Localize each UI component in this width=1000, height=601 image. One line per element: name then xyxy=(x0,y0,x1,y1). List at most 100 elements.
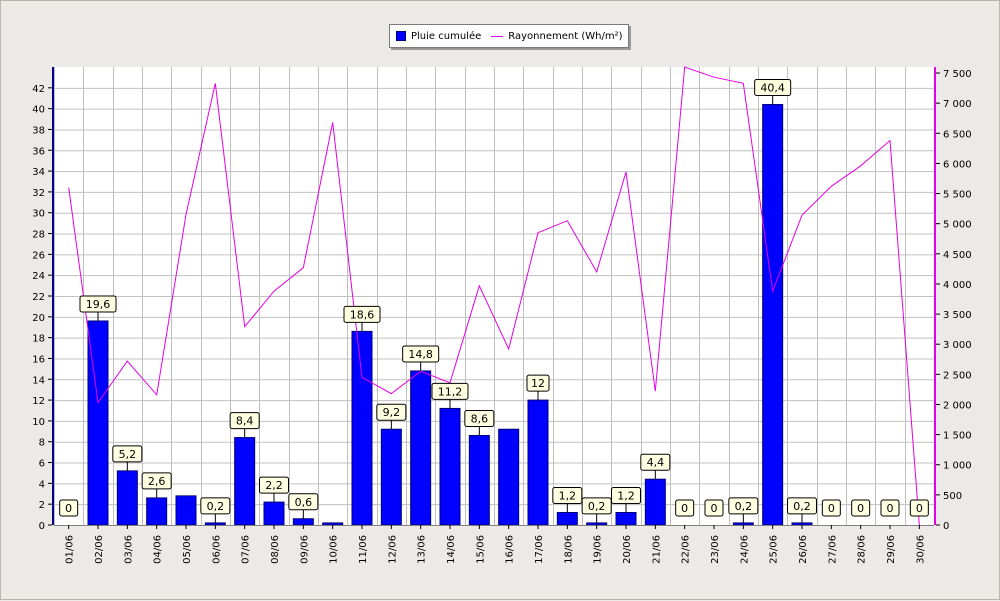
left-tick-label: 30 xyxy=(32,209,45,220)
data-label: 0 xyxy=(681,502,688,515)
x-tick-label: 13/06 xyxy=(417,535,428,564)
legend-item-rayonnement: Rayonnement (Wh/m²) xyxy=(491,31,622,42)
data-label: 0,2 xyxy=(735,500,753,513)
data-label: 11,2 xyxy=(438,385,463,398)
data-label: 0 xyxy=(828,502,835,515)
data-label: 2,2 xyxy=(265,479,283,492)
data-label: 0 xyxy=(887,502,894,515)
x-tick-label: 17/06 xyxy=(534,535,545,564)
x-tick-label: 18/06 xyxy=(563,535,574,564)
legend-swatch-line xyxy=(491,35,504,37)
bar xyxy=(175,495,197,526)
bar xyxy=(116,470,138,526)
x-tick-label: 15/06 xyxy=(475,535,486,564)
data-label-box xyxy=(79,295,117,313)
data-label: 0 xyxy=(916,502,923,515)
right-tick-label: 6 000 xyxy=(943,159,972,170)
left-tick-label: 20 xyxy=(32,313,45,324)
left-tick-label: 32 xyxy=(32,188,45,199)
legend-item-pluie: Pluie cumulée xyxy=(396,31,481,42)
data-label-box xyxy=(851,499,871,517)
bar xyxy=(146,497,168,526)
bar xyxy=(791,522,813,526)
bar xyxy=(762,103,784,526)
legend-swatch-bar xyxy=(396,31,406,41)
data-label: 12 xyxy=(531,377,545,390)
bar xyxy=(732,522,754,526)
left-tick-label: 42 xyxy=(32,84,45,95)
right-tick-label: 4 500 xyxy=(943,250,972,261)
bar xyxy=(468,434,490,526)
left-tick-label: 22 xyxy=(32,292,45,303)
x-tick-label: 10/06 xyxy=(329,535,340,564)
data-label-box xyxy=(611,487,641,505)
data-label-box xyxy=(141,472,172,490)
data-label-box xyxy=(402,345,440,363)
left-tick-label: 2 xyxy=(39,500,45,511)
data-label: 0 xyxy=(857,502,864,515)
data-label: 0,2 xyxy=(207,500,225,513)
x-tick-label: 24/06 xyxy=(739,535,750,564)
left-tick-label: 10 xyxy=(32,417,45,428)
data-label: 0,2 xyxy=(793,500,811,513)
right-tick-label: 1 500 xyxy=(943,431,972,442)
right-tick-label: 3 000 xyxy=(943,340,972,351)
bar xyxy=(410,370,432,526)
data-label-box xyxy=(675,499,695,517)
x-tick-label: 29/06 xyxy=(886,535,897,564)
legend-label-rayonnement: Rayonnement (Wh/m²) xyxy=(508,30,623,42)
left-tick-label: 4 xyxy=(39,479,45,490)
right-tick-label: 2 500 xyxy=(943,370,972,381)
legend: Pluie cumulée Rayonnement (Wh/m²) xyxy=(389,24,630,48)
data-label: 8,4 xyxy=(236,415,254,428)
right-tick-label: 7 500 xyxy=(943,69,972,80)
x-tick-label: 28/06 xyxy=(857,535,868,564)
right-tick-label: 3 500 xyxy=(943,310,972,321)
x-tick-label: 04/06 xyxy=(153,535,164,564)
data-label-box xyxy=(200,497,231,515)
data-label-box xyxy=(581,497,612,515)
data-label-box xyxy=(288,493,319,511)
bar xyxy=(204,522,226,526)
left-tick-label: 34 xyxy=(32,167,45,178)
data-label: 1,2 xyxy=(559,490,577,503)
left-tick-label: 16 xyxy=(32,354,45,365)
x-tick-label: 06/06 xyxy=(211,535,222,564)
right-tick-label: 2 000 xyxy=(943,400,972,411)
data-label-box xyxy=(909,499,929,517)
data-label-box xyxy=(821,499,841,517)
data-label: 0,6 xyxy=(295,496,313,509)
right-tick-label: 1 000 xyxy=(943,461,972,472)
right-tick-label: 7 000 xyxy=(943,99,972,110)
right-tick-label: 4 000 xyxy=(943,280,972,291)
data-label: 40,4 xyxy=(760,81,785,94)
data-label: 4,4 xyxy=(647,456,665,469)
data-label-box xyxy=(880,499,900,517)
x-tick-label: 23/06 xyxy=(710,535,721,564)
x-tick-label: 25/06 xyxy=(769,535,780,564)
data-label: 8,6 xyxy=(471,412,489,425)
bar xyxy=(556,512,578,526)
left-tick-label: 8 xyxy=(39,438,45,449)
data-label-box xyxy=(728,497,759,515)
x-tick-label: 27/06 xyxy=(827,535,838,564)
left-tick-label: 40 xyxy=(32,105,45,116)
data-label: 5,2 xyxy=(119,448,137,461)
bar xyxy=(527,399,549,526)
left-tick-label: 14 xyxy=(32,375,45,386)
data-label-box xyxy=(376,403,407,421)
x-tick-label: 11/06 xyxy=(358,535,369,564)
x-tick-label: 09/06 xyxy=(299,535,310,564)
left-tick-label: 0 xyxy=(39,521,45,532)
x-tick-label: 21/06 xyxy=(651,535,662,564)
bar xyxy=(292,518,314,526)
bar xyxy=(380,428,402,526)
rayonnement-line xyxy=(68,66,920,526)
right-tick-label: 5 000 xyxy=(943,220,972,231)
left-tick-label: 28 xyxy=(32,230,45,241)
bar xyxy=(234,437,256,526)
data-label: 0,2 xyxy=(588,500,606,513)
data-label-box xyxy=(112,445,143,463)
